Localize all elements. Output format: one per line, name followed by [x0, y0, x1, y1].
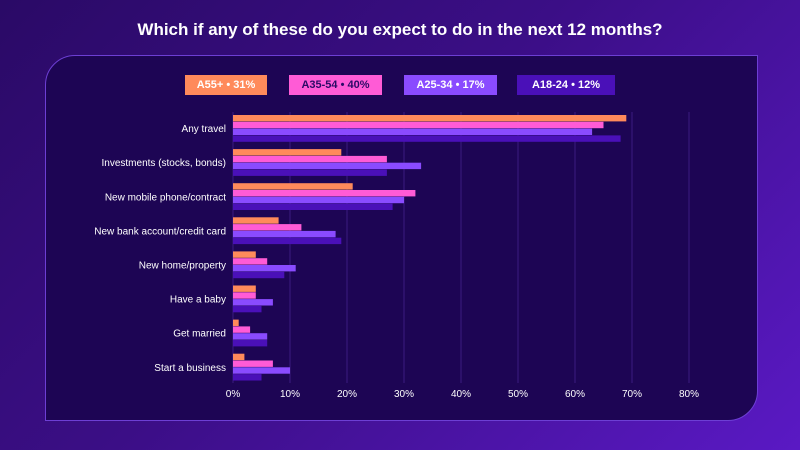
legend-item-a35-54: A35-54 • 40% [289, 75, 382, 95]
bar [233, 326, 251, 333]
category-label: Any travel [182, 124, 226, 135]
legend-item-a25-34: A25-34 • 17% [404, 75, 497, 95]
bar [233, 367, 290, 374]
category-label: Start a business [154, 363, 226, 374]
bar [233, 258, 268, 265]
bar [233, 230, 336, 238]
category-label: Get married [173, 329, 226, 340]
bar [233, 162, 422, 170]
bar [233, 121, 604, 129]
bar [233, 237, 342, 245]
category-label: New bank account/credit card [94, 226, 226, 237]
bar [233, 333, 268, 340]
bar [233, 319, 239, 326]
bar [233, 299, 273, 306]
bar [233, 251, 256, 258]
bar [233, 285, 256, 292]
bar [233, 203, 393, 210]
bar [233, 149, 342, 156]
bar [233, 360, 273, 367]
x-tick-label: 60% [565, 389, 585, 400]
category-label: Investments (stocks, bonds) [102, 158, 227, 169]
bar [233, 340, 268, 347]
x-tick-label: 20% [337, 389, 357, 400]
bar [233, 305, 262, 313]
x-tick-label: 70% [622, 389, 642, 400]
chart-title: Which if any of these do you expect to d… [137, 20, 663, 39]
legend-item-a18-24: A18-24 • 12% [517, 75, 615, 95]
legend: A55+ • 31% A35-54 • 40% A25-34 • 17% A18… [0, 75, 800, 95]
bar [233, 265, 296, 272]
legend-item-a55: A55+ • 31% [185, 75, 267, 95]
x-tick-label: 30% [394, 389, 414, 400]
x-tick-label: 0% [226, 389, 241, 400]
bar [233, 217, 279, 224]
x-tick-label: 10% [280, 389, 300, 400]
x-tick-label: 50% [508, 389, 528, 400]
category-label: Have a baby [170, 295, 226, 306]
bar [233, 169, 387, 176]
x-tick-label: 40% [451, 389, 471, 400]
bar [233, 183, 353, 190]
bar [233, 196, 404, 204]
bar [233, 135, 621, 142]
bar [233, 155, 387, 163]
category-label: New home/property [139, 261, 226, 272]
bar [233, 353, 245, 361]
bar [233, 190, 416, 197]
category-label: New mobile phone/contract [105, 192, 226, 203]
bar [233, 271, 285, 279]
bar [233, 128, 593, 135]
bar [233, 224, 302, 231]
bar [233, 374, 262, 381]
x-tick-label: 80% [679, 389, 699, 400]
bar [233, 115, 627, 122]
chart-panel [45, 55, 758, 421]
bar [233, 292, 256, 299]
